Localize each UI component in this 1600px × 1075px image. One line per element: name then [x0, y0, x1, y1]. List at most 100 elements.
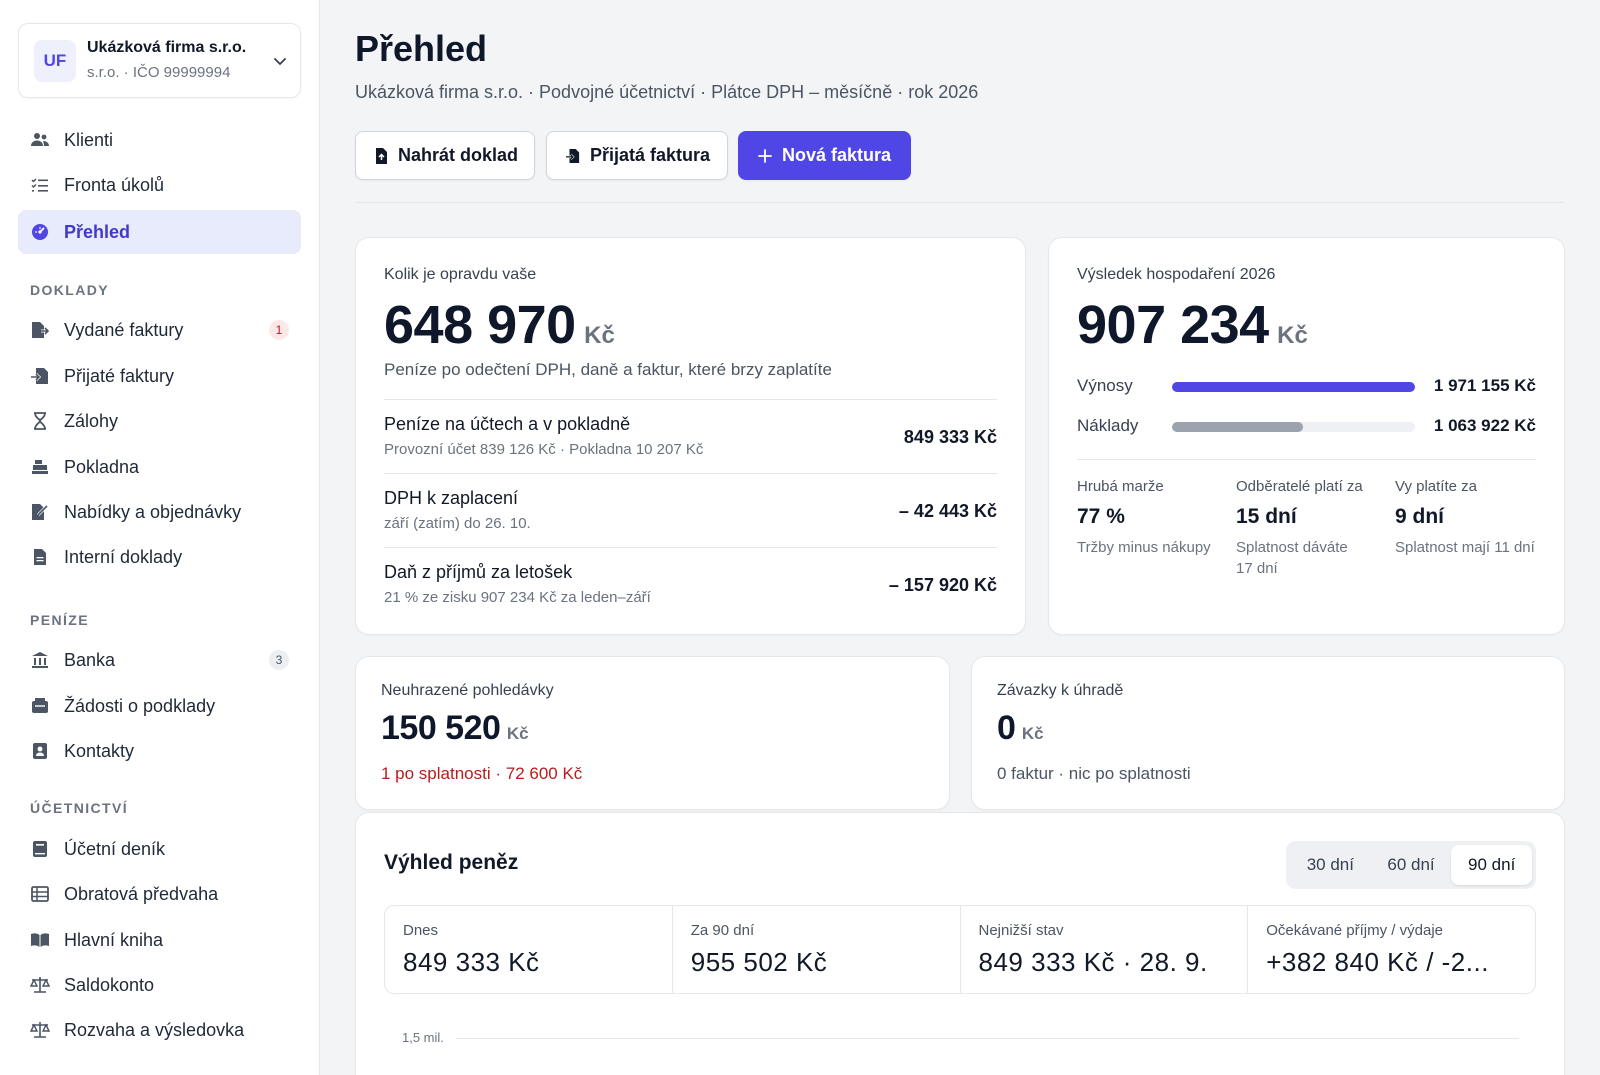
nav-label: Banka [64, 649, 116, 670]
nav-item-prehled[interactable]: Přehled [18, 210, 301, 254]
stat-heading: Vy platíte za [1395, 478, 1477, 495]
metric-label: Nejnižší stav [978, 922, 1064, 939]
nav-item-banka[interactable]: Banka 3 [18, 638, 301, 682]
revenue-bar: Výnosy 1 971 155 Kč [1077, 374, 1536, 398]
range-option-60[interactable]: 60 dní [1387, 855, 1435, 874]
page-subtitle: Ukázková firma s.r.o. · Podvojné účetnic… [355, 82, 979, 102]
company-switcher[interactable]: UF Ukázková firma s.r.o. s.r.o. · IČO 99… [18, 23, 301, 98]
nav-item-vydane-faktury[interactable]: Vydané faktury 1 [18, 308, 301, 352]
nav-label: Vydané faktury [64, 319, 184, 340]
range-selector: 30 dní 60 dní 90 dní [1286, 841, 1536, 889]
nav-label: Hlavní kniha [64, 929, 164, 950]
bar-label: Výnosy [1077, 376, 1133, 395]
nav-item-zadosti[interactable]: Žádosti o podklady [18, 684, 301, 728]
revenue-bar-fill [1172, 382, 1415, 392]
outlook-metrics: Dnes 849 333 Kč Za 90 dní 955 502 Kč Nej… [384, 905, 1536, 994]
bar-track [1172, 382, 1415, 392]
row-subtitle: 21 % ze zisku 907 234 Kč za leden–září [384, 589, 651, 606]
nav-item-hlavni-kniha[interactable]: Hlavní kniha [18, 918, 301, 962]
metric-label: Za 90 dní [690, 922, 755, 939]
section-title-penize: PENÍZE [30, 612, 89, 628]
nav-label: Pokladna [64, 456, 140, 477]
nav-item-interni-doklady[interactable]: Interní doklady [18, 535, 301, 579]
bar-value: 1 063 922 Kč [1433, 416, 1536, 435]
scale-icon [30, 975, 50, 995]
bar-track [1172, 422, 1415, 432]
cash-row: Daň z příjmů za letošek 21 % ze zisku 90… [384, 547, 997, 621]
nav-item-ucetni-denik[interactable]: Účetní deník [18, 827, 301, 871]
new-invoice-button[interactable]: Nová faktura [738, 131, 911, 180]
nav-item-pokladna[interactable]: Pokladna [18, 445, 301, 489]
metric-expected-flows: Očekávané příjmy / výdaje +382 840 Kč / … [1248, 906, 1535, 993]
row-subtitle: září (zatím) do 26. 10. [384, 515, 531, 532]
file-import-icon [566, 148, 580, 164]
metric-today: Dnes 849 333 Kč [385, 906, 673, 993]
stat-value: 77 % [1077, 505, 1125, 528]
stat-value: 9 dní [1395, 505, 1445, 528]
scale-icon [30, 1020, 50, 1040]
nav-label: Nabídky a objednávky [64, 501, 242, 522]
payables-card[interactable]: Závazky k úhradě 0 Kč 0 faktur · nic po … [971, 656, 1565, 810]
metric-label: Dnes [403, 922, 439, 939]
section-title-doklady: DOKLADY [30, 282, 110, 298]
chevron-down-icon [274, 58, 286, 65]
nav-label: Obratová předvaha [64, 883, 219, 904]
received-invoice-label: Přijatá faktura [590, 145, 711, 165]
chart-tick-label: 1,5 mil. [402, 1030, 444, 1045]
nav-item-zalohy[interactable]: Zálohy [18, 399, 301, 443]
row-value: – 42 443 Kč [898, 501, 997, 521]
payables-note: 0 faktur · nic po splatnosti [997, 764, 1191, 783]
hourglass-icon [30, 411, 50, 431]
nav-item-kontakty[interactable]: Kontakty [18, 729, 301, 773]
stat-description: Splatnost dáváte 17 dní [1236, 539, 1348, 577]
nav-item-saldokonto[interactable]: Saldokonto [18, 963, 301, 1007]
metric-label: Očekávané příjmy / výdaje [1266, 922, 1443, 939]
nav-label: Saldokonto [64, 974, 155, 995]
nav-label: Rozvaha a výsledovka [64, 1019, 245, 1040]
inbox-icon [30, 696, 50, 716]
book-icon [30, 839, 50, 859]
nav-item-prijate-faktury[interactable]: Přijaté faktury [18, 354, 301, 398]
open-book-icon [30, 930, 50, 950]
costs-bar: Náklady 1 063 922 Kč [1077, 414, 1536, 438]
nav-label: Žádosti o podklady [64, 695, 216, 716]
card-title: Závazky k úhradě [997, 682, 1124, 699]
amount-unit: Kč [1277, 322, 1308, 349]
nav-label: Fronta úkolů [64, 174, 165, 195]
range-option-90[interactable]: 90 dní [1451, 845, 1533, 885]
upload-document-button[interactable]: Nahrát doklad [355, 131, 535, 180]
dashboard-icon [30, 222, 50, 242]
receivables-amount: 150 520 Kč [381, 709, 529, 748]
customers-pay-stat: Odběratelé platí za 15 dní Splatnost dáv… [1236, 478, 1386, 579]
card-title: Výsledek hospodaření 2026 [1077, 266, 1276, 283]
nav-label: Interní doklady [64, 546, 183, 567]
plus-icon [758, 148, 772, 164]
receivables-card[interactable]: Neuhrazené pohledávky 150 520 Kč 1 po sp… [355, 656, 950, 810]
stat-value: 15 dní [1236, 505, 1297, 528]
profit-result-card: Výsledek hospodaření 2026 907 234 Kč Výn… [1048, 237, 1565, 635]
nav-item-fronta-ukolu[interactable]: Fronta úkolů [18, 163, 301, 207]
company-avatar: UF [34, 40, 76, 82]
divider [355, 202, 1565, 203]
metric-value: +382 840 Kč / -2... [1266, 947, 1489, 977]
nav-item-obratova-predvaha[interactable]: Obratová předvaha [18, 872, 301, 916]
you-pay-stat: Vy platíte za 9 dní Splatnost mají 11 dn… [1395, 478, 1545, 558]
sidebar: UF Ukázková firma s.r.o. s.r.o. · IČO 99… [0, 0, 320, 1075]
count-badge: 3 [269, 650, 289, 670]
range-option-30[interactable]: 30 dní [1306, 855, 1354, 874]
bar-label: Náklady [1077, 416, 1139, 435]
nav-item-klienti[interactable]: Klienti [18, 118, 301, 162]
cash-register-icon [30, 457, 50, 477]
signature-icon [30, 502, 50, 522]
received-invoice-button[interactable]: Přijatá faktura [546, 131, 728, 180]
nav-item-rozvaha[interactable]: Rozvaha a výsledovka [18, 1008, 301, 1052]
users-icon [30, 130, 50, 150]
divider [1077, 459, 1536, 460]
main-content: Přehled Ukázková firma s.r.o. · Podvojné… [320, 0, 1600, 1075]
nav-item-nabidky[interactable]: Nabídky a objednávky [18, 490, 301, 534]
contacts-icon [30, 741, 50, 761]
task-list-icon [30, 175, 50, 195]
page-title: Přehled [355, 28, 488, 69]
stat-heading: Hrubá marže [1077, 478, 1164, 495]
cash-row: DPH k zaplacení září (zatím) do 26. 10. … [384, 473, 997, 547]
